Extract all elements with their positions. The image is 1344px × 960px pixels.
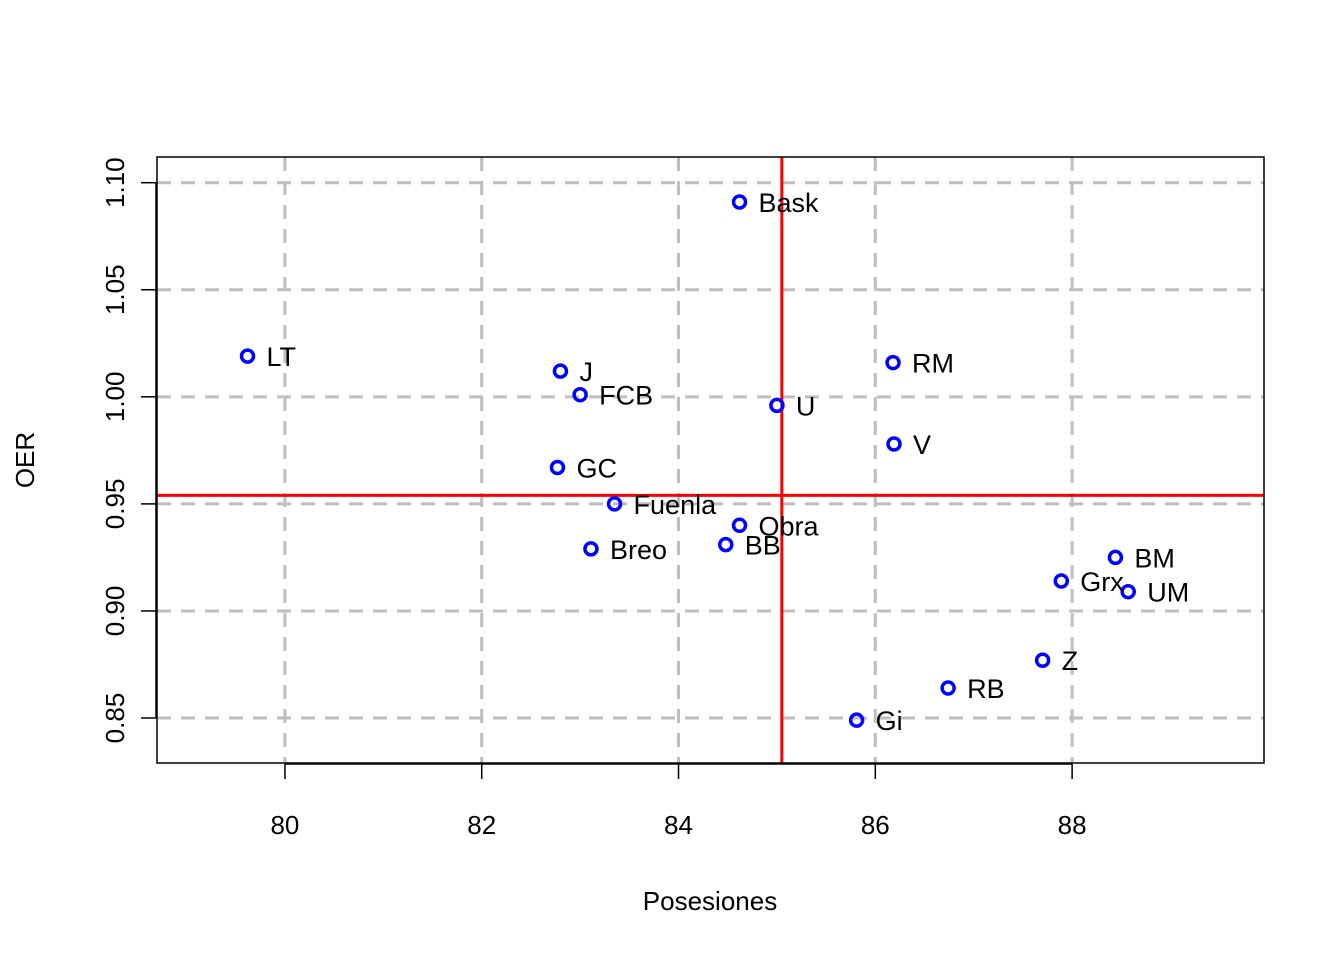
plot-frame — [156, 156, 1265, 764]
x-tick-label-88: 88 — [1058, 810, 1087, 840]
point-label-breo: Breo — [610, 535, 667, 565]
point-label-lt: LT — [267, 342, 297, 372]
data-point-rm — [885, 354, 901, 371]
point-label-bb: BB — [745, 531, 781, 561]
data-point-j — [552, 363, 569, 379]
data-point-obra — [731, 517, 748, 534]
data-point-bm — [1107, 549, 1124, 566]
data-point-z — [1034, 652, 1051, 668]
point-label-rm: RM — [912, 349, 954, 379]
data-point-grx — [1053, 573, 1070, 589]
data-point-fcb — [572, 386, 588, 403]
y-axis-title: OER — [10, 432, 40, 488]
data-point-rb — [940, 680, 956, 696]
point-label-grx: Grx — [1080, 567, 1124, 597]
x-tick-label-86: 86 — [861, 810, 890, 840]
x-axis-title: Posesiones — [643, 886, 777, 916]
point-label-j: J — [579, 357, 593, 387]
reference-lines — [157, 157, 1264, 763]
point-label-bm: BM — [1134, 543, 1175, 573]
point-label-bask: Bask — [759, 188, 820, 218]
point-label-z: Z — [1062, 646, 1079, 676]
data-point-gi — [848, 712, 865, 728]
point-label-gc: GC — [576, 453, 617, 483]
data-points — [239, 194, 1136, 728]
point-label-gi: Gi — [876, 706, 903, 736]
data-point-fuenla — [606, 496, 623, 512]
y-tick-label-1.05: 1.05 — [100, 264, 130, 315]
data-point-bb — [718, 536, 734, 553]
data-point-breo — [583, 541, 599, 557]
data-point-lt — [239, 348, 256, 364]
data-point-gc — [549, 459, 566, 476]
point-label-fuenla: Fuenla — [634, 490, 718, 520]
y-tick-label-1.10: 1.10 — [100, 157, 130, 208]
x-tick-label-82: 82 — [467, 810, 496, 840]
point-label-v: V — [913, 430, 931, 460]
grid-lines — [157, 157, 1264, 763]
point-label-um: UM — [1147, 578, 1189, 608]
y-tick-label-0.85: 0.85 — [100, 693, 130, 744]
point-label-fcb: FCB — [599, 381, 653, 411]
data-point-bask — [731, 194, 748, 210]
x-tick-label-80: 80 — [270, 810, 299, 840]
y-tick-label-1.00: 1.00 — [100, 372, 130, 423]
point-label-u: U — [796, 391, 816, 421]
point-label-rb: RB — [967, 674, 1005, 704]
y-tick-label-0.90: 0.90 — [100, 586, 130, 637]
data-point-u — [769, 397, 785, 414]
axes: 80 82 84 86 88 0.85 0.90 0.95 1.00 1.05 1.10 — [100, 157, 1087, 840]
point-label-obra: Obra — [759, 511, 820, 541]
data-point-um — [1120, 583, 1136, 600]
y-tick-label-0.95: 0.95 — [100, 479, 130, 530]
x-tick-label-84: 84 — [664, 810, 693, 840]
data-point-v — [886, 436, 902, 452]
